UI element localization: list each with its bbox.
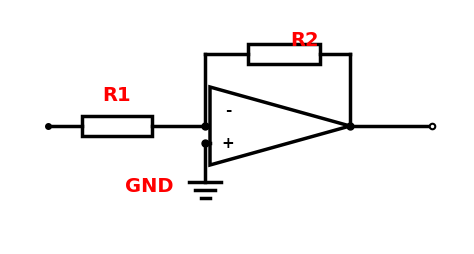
Bar [82, 117, 152, 136]
Text: R1: R1 [103, 86, 131, 105]
Text: +: + [222, 136, 234, 151]
Text: R2: R2 [291, 31, 319, 50]
Bar [248, 45, 320, 65]
Text: GND: GND [125, 177, 173, 196]
Text: -: - [225, 102, 231, 117]
Polygon shape [210, 88, 350, 165]
